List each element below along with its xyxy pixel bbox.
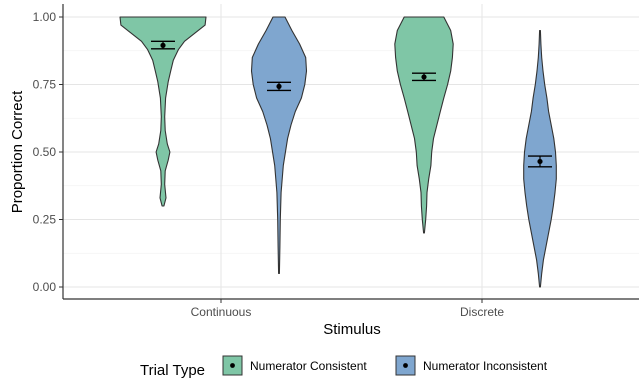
legend-title: Trial Type [140,362,205,379]
y-tick-label: 0.75 [33,78,57,92]
legend: Trial Type Numerator Consistent Numerator… [140,355,548,379]
x-axis-title: Stimulus [323,321,381,338]
x-tick-labels: Continuous Discrete [191,299,504,319]
mean-point [160,42,166,48]
mean-point [421,74,427,80]
legend-label: Numerator Inconsistent [423,359,548,373]
x-tick-label: Continuous [191,305,252,319]
legend-key-point [403,363,408,368]
mean-point [537,158,543,165]
y-axis-title: Proportion Correct [9,90,26,213]
x-tick-label: Discrete [460,305,504,319]
mean-point [276,83,282,89]
y-tick-labels: 0.00 0.25 0.50 0.75 1.00 [33,10,63,294]
errorbar-layer [151,40,552,168]
legend-label: Numerator Consistent [250,359,367,373]
violin-consistent-continuous [119,16,207,207]
y-tick-label: 0.25 [33,213,57,227]
violin-inconsistent-continuous [250,16,308,275]
y-tick-label: 1.00 [33,10,57,24]
y-tick-label: 0.50 [33,145,57,159]
legend-key-point [230,363,235,368]
violin-consistent-discrete [394,16,454,234]
y-tick-label: 0.00 [33,280,57,294]
